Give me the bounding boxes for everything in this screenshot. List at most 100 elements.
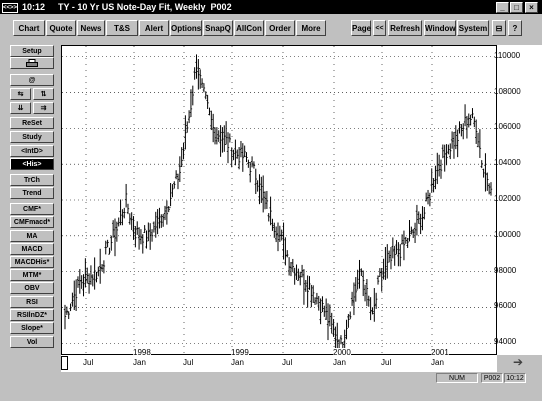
study-rsilndz-button[interactable]: RSIlnDZ* (10, 309, 54, 321)
ohlc-bar (354, 277, 357, 302)
ohlc-bar (93, 257, 96, 290)
ohlc-bar (360, 268, 363, 277)
price-chart-svg (62, 46, 496, 354)
study-trend-button[interactable]: Trend (10, 187, 54, 199)
study-cmfmacd-button[interactable]: CMFmacd* (10, 216, 54, 228)
ohlc-bar (482, 168, 485, 178)
print-button[interactable] (10, 57, 54, 69)
ohlc-bar (119, 199, 122, 226)
ohlc-bar (324, 298, 328, 320)
system-button[interactable]: System (457, 20, 489, 36)
ohlc-bar (471, 108, 474, 119)
study-button[interactable]: Study (10, 131, 54, 143)
ohlc-bar (187, 110, 191, 124)
allcon-button[interactable]: AllCon (234, 20, 264, 36)
ohlc-bar (300, 264, 304, 278)
ohlc-bar (365, 279, 369, 307)
page-button[interactable]: Page (351, 20, 371, 36)
ohlc-bar (306, 275, 309, 308)
ohlc-bar (143, 225, 146, 233)
ohlc-bar (236, 149, 239, 159)
ohlc-bar (243, 145, 246, 158)
ohlc-bar (182, 142, 185, 160)
ohlc-bar (297, 268, 300, 281)
ohlc-bar (237, 146, 241, 170)
ohlc-bar (130, 212, 133, 230)
ohlc-bar (156, 209, 159, 235)
ohlc-bar (145, 230, 148, 249)
minimize-button[interactable]: _ (496, 2, 509, 13)
reset-button[interactable]: ReSet (10, 117, 54, 129)
ohlc-bar (161, 213, 165, 227)
ohlc-bar (447, 144, 450, 155)
ohlc-bar (454, 125, 458, 150)
ohlc-bar (289, 261, 293, 277)
study-rsi-button[interactable]: RSI (10, 296, 54, 308)
study-macd-button[interactable]: MACD (10, 243, 54, 255)
swap-horizontal-button[interactable]: ⇆ (10, 88, 31, 100)
study-trch-button[interactable]: TrCh (10, 174, 54, 186)
ohlc-bar (204, 91, 207, 100)
ohlc-bar (239, 140, 243, 158)
back-arrows-button[interactable]: << (373, 20, 386, 36)
time-sales-button[interactable]: T&S (106, 20, 138, 36)
ohlc-bar (319, 298, 322, 325)
ohlc-bar (117, 217, 120, 227)
study-macdhis-button[interactable]: MACDHis* (10, 256, 54, 268)
help-button[interactable]: ? (508, 20, 522, 36)
expand-button[interactable]: ⇉ (33, 102, 54, 114)
ohlc-bar (247, 159, 250, 168)
order-button[interactable]: Order (265, 20, 295, 36)
chart-button[interactable]: Chart (13, 20, 45, 36)
compress-button[interactable]: ⇊ (10, 102, 31, 114)
more-button[interactable]: More (296, 20, 326, 36)
ohlc-bar (299, 271, 302, 286)
options-button[interactable]: Options (170, 20, 202, 36)
alert-button[interactable]: Alert (139, 20, 169, 36)
system-menu-icon[interactable]: <<>> (2, 3, 18, 13)
setup-button[interactable]: Setup (10, 45, 54, 57)
ohlc-bar (397, 242, 400, 267)
study-slope-button[interactable]: Slope* (10, 322, 54, 334)
ohlc-bar (452, 131, 456, 159)
ohlc-bar (434, 165, 437, 190)
x-year-label: 1998 (133, 348, 151, 357)
ohlc-bar (450, 131, 454, 149)
ohlc-bar (484, 153, 487, 192)
close-button[interactable]: × (525, 2, 538, 13)
price-chart[interactable] (61, 45, 497, 355)
ohlc-bar (356, 269, 359, 291)
quote-button[interactable]: Quote (46, 20, 76, 36)
intraday-button[interactable]: <IntD> (10, 145, 54, 157)
at-button[interactable]: @ (10, 74, 54, 86)
ohlc-bar (315, 292, 319, 305)
price-axis (497, 45, 542, 355)
study-cmf-button[interactable]: CMF* (10, 203, 54, 215)
ohlc-bar (139, 229, 143, 245)
status-bar: NUM P002 10:12 (0, 372, 542, 401)
study-mtm-button[interactable]: MTM* (10, 269, 54, 281)
ohlc-bar (80, 275, 83, 289)
swap-vertical-button[interactable]: ⇅ (33, 88, 54, 100)
ohlc-bar (417, 211, 420, 224)
study-vol-button[interactable]: Vol (10, 336, 54, 348)
scroll-handle[interactable] (61, 356, 68, 370)
study-obv-button[interactable]: OBV (10, 282, 54, 294)
refresh-button[interactable]: Refresh (388, 20, 422, 36)
ohlc-bar (250, 156, 254, 168)
maximize-button[interactable]: □ (510, 2, 523, 13)
history-button[interactable]: <His> (10, 158, 54, 170)
ohlc-bar (224, 121, 228, 145)
window-button[interactable]: Window (424, 20, 456, 36)
layout-icon[interactable]: ⊟ (492, 20, 506, 36)
news-button[interactable]: News (77, 20, 105, 36)
snapquote-button[interactable]: SnapQ (203, 20, 233, 36)
study-ma-button[interactable]: MA (10, 230, 54, 242)
ohlc-bar (465, 115, 469, 139)
ohlc-bar (456, 129, 459, 158)
ohlc-bar (339, 335, 343, 345)
ohlc-bar (310, 284, 313, 308)
scroll-right-arrow-icon[interactable]: ➔ (513, 355, 524, 369)
ohlc-bar (71, 292, 74, 307)
toolbar: Chart Quote News T&S Alert Options SnapQ… (0, 14, 542, 43)
